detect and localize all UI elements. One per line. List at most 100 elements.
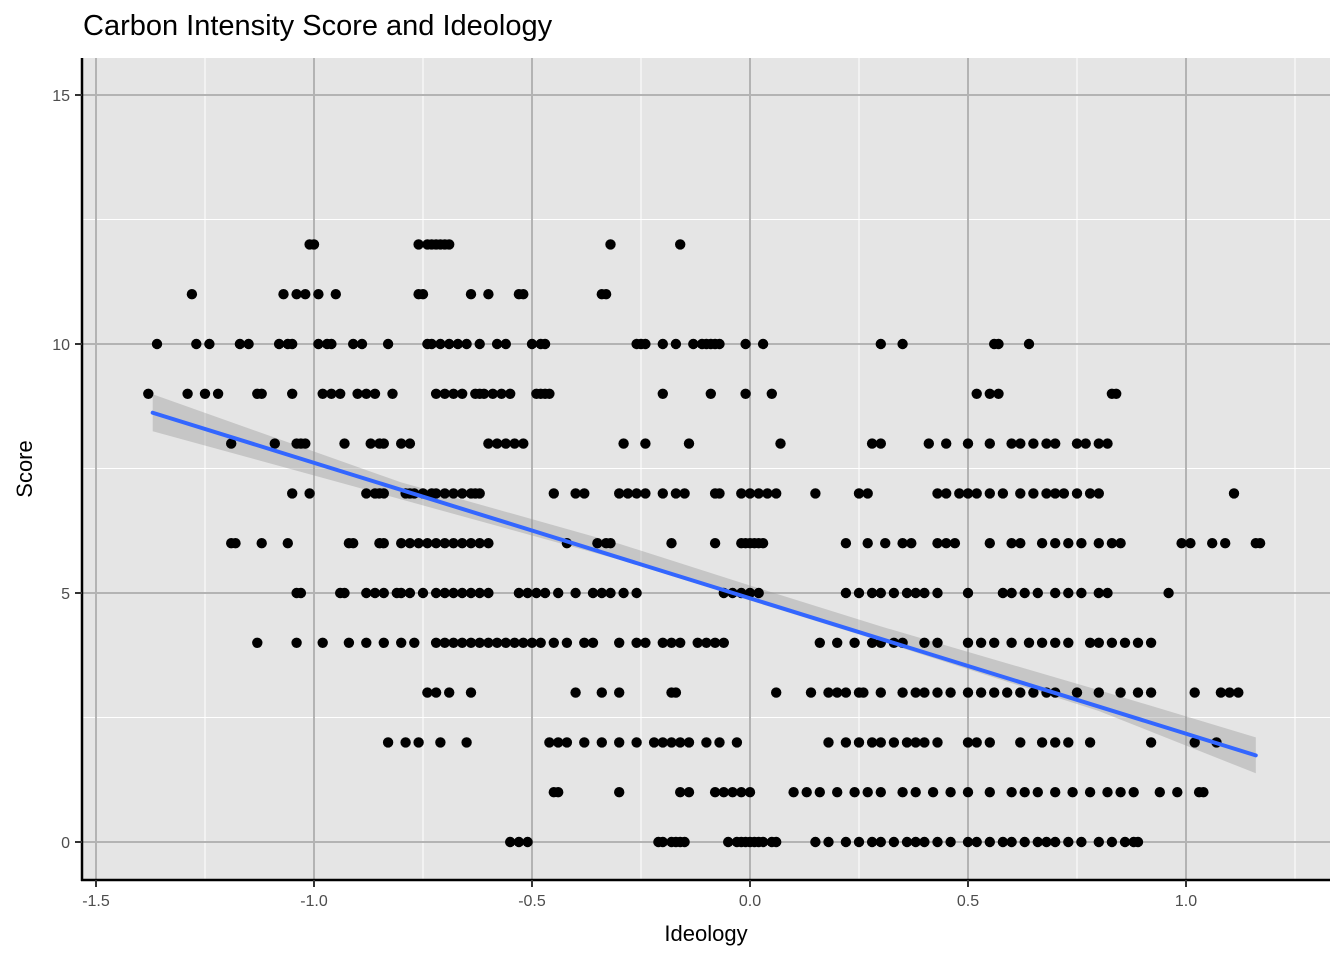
data-point [561, 737, 573, 748]
data-point [430, 637, 442, 648]
data-point [971, 488, 982, 499]
data-point [382, 737, 394, 748]
data-point [866, 737, 878, 748]
data-point [378, 438, 389, 449]
data-point [683, 787, 695, 798]
data-point [461, 338, 472, 350]
data-point [932, 538, 943, 549]
data-point [457, 587, 468, 599]
data-point [666, 538, 677, 549]
data-point [771, 488, 782, 499]
data-point [1050, 637, 1061, 648]
data-point [971, 737, 982, 748]
x-tick-label: -1.5 [82, 893, 110, 910]
data-point [343, 637, 355, 648]
data-point [531, 587, 542, 599]
data-point [1163, 587, 1174, 599]
data-point [1080, 438, 1091, 449]
x-tick-label: -1.0 [300, 893, 328, 910]
data-point [579, 737, 590, 748]
data-point [614, 787, 625, 798]
data-point [348, 538, 359, 549]
data-point [888, 737, 900, 748]
data-point [600, 289, 612, 300]
data-point [382, 338, 394, 350]
data-point [465, 687, 477, 698]
data-point [439, 587, 450, 599]
data-point [875, 787, 886, 798]
data-point [927, 787, 939, 798]
data-point [544, 737, 555, 748]
data-point [962, 488, 974, 499]
data-point [252, 637, 263, 648]
data-point [1119, 836, 1131, 848]
data-point [483, 637, 494, 648]
data-point [404, 438, 416, 449]
data-point [396, 538, 407, 549]
data-point [666, 737, 677, 748]
data-point [709, 637, 721, 648]
data-point [631, 587, 642, 599]
data-point [640, 488, 651, 499]
data-point [1215, 687, 1227, 698]
data-point [1006, 587, 1017, 599]
data-point [199, 388, 211, 399]
data-point [997, 488, 1009, 499]
data-point [975, 687, 987, 698]
data-point [640, 637, 651, 648]
data-point [984, 488, 995, 499]
data-point [709, 787, 721, 798]
data-point [435, 338, 446, 350]
data-point [592, 538, 603, 549]
data-point [269, 438, 280, 449]
data-point [932, 637, 943, 648]
data-point [1084, 637, 1096, 648]
data-point [975, 637, 987, 648]
data-point [1015, 538, 1026, 549]
data-point [1111, 388, 1122, 399]
data-point [282, 538, 293, 549]
data-point [304, 488, 315, 499]
data-point [505, 836, 516, 848]
data-point [1015, 488, 1026, 499]
x-tick-label: -0.5 [518, 893, 546, 910]
data-point [191, 338, 202, 350]
data-point [880, 538, 891, 549]
data-point [840, 587, 852, 599]
data-point [474, 388, 485, 399]
y-axis-title: Score [12, 440, 37, 497]
data-point [548, 637, 559, 648]
data-point [897, 787, 908, 798]
data-point [596, 737, 607, 748]
data-point [753, 587, 764, 599]
data-point [439, 538, 450, 549]
data-point [1050, 488, 1061, 499]
data-point [801, 787, 812, 798]
data-point [962, 587, 974, 599]
data-point [1185, 538, 1196, 549]
data-point [457, 637, 468, 648]
data-point [919, 737, 930, 748]
data-point [417, 289, 429, 300]
data-point [317, 388, 328, 399]
data-point [1063, 836, 1074, 848]
data-point [522, 836, 533, 848]
data-point [1076, 836, 1087, 848]
y-tick-label: 10 [52, 337, 70, 354]
data-point [509, 637, 520, 648]
data-point [273, 338, 285, 350]
data-point [1063, 587, 1074, 599]
data-point [439, 488, 450, 499]
data-point [1032, 587, 1044, 599]
data-point [731, 737, 743, 748]
data-point [989, 687, 1000, 698]
data-point [1207, 538, 1218, 549]
data-point [762, 488, 773, 499]
data-point [718, 637, 729, 648]
data-point [866, 836, 878, 848]
data-point [984, 438, 995, 449]
data-point [1050, 538, 1061, 549]
data-point [483, 438, 494, 449]
data-point [888, 587, 900, 599]
